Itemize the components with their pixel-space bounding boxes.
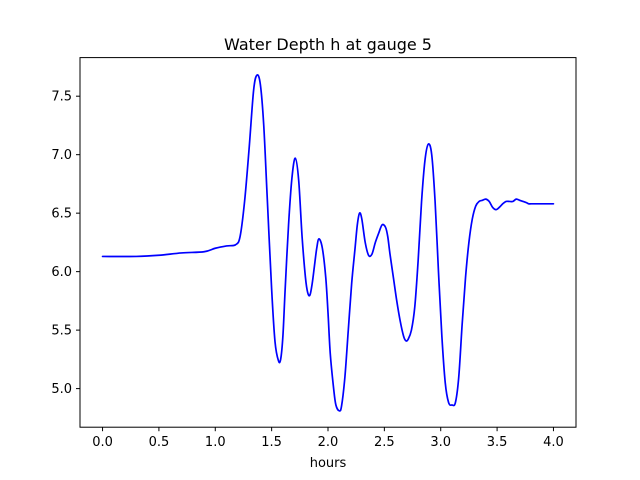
x-tick-label: 2.0 xyxy=(318,435,339,450)
y-tick-label: 6.5 xyxy=(51,207,72,222)
y-tick-label: 5.0 xyxy=(51,382,72,397)
chart-title: Water Depth h at gauge 5 xyxy=(224,35,432,54)
plot-area-frame xyxy=(79,57,577,428)
y-tick-label: 7.0 xyxy=(51,148,72,163)
y-axis: 5.0 5.5 6.0 6.5 7.0 7.5 xyxy=(51,90,80,397)
y-tick-label: 7.5 xyxy=(51,90,72,105)
x-tick-label: 2.5 xyxy=(374,435,395,450)
y-tick-label: 6.0 xyxy=(51,265,72,280)
x-tick-label: 3.0 xyxy=(430,435,451,450)
y-tick-label: 5.5 xyxy=(51,324,72,339)
x-tick-label: 0.5 xyxy=(149,435,170,450)
x-tick-label: 4.0 xyxy=(543,435,564,450)
series-line-water-depth xyxy=(101,74,555,412)
x-tick-label: 0.0 xyxy=(92,435,113,450)
x-tick-label: 1.5 xyxy=(261,435,282,450)
x-axis-label: hours xyxy=(310,456,347,471)
x-tick-label: 3.5 xyxy=(487,435,508,450)
x-axis: 0.0 0.5 1.0 1.5 2.0 2.5 3.0 3.5 4.0 xyxy=(92,427,564,450)
x-tick-label: 1.0 xyxy=(205,435,226,450)
